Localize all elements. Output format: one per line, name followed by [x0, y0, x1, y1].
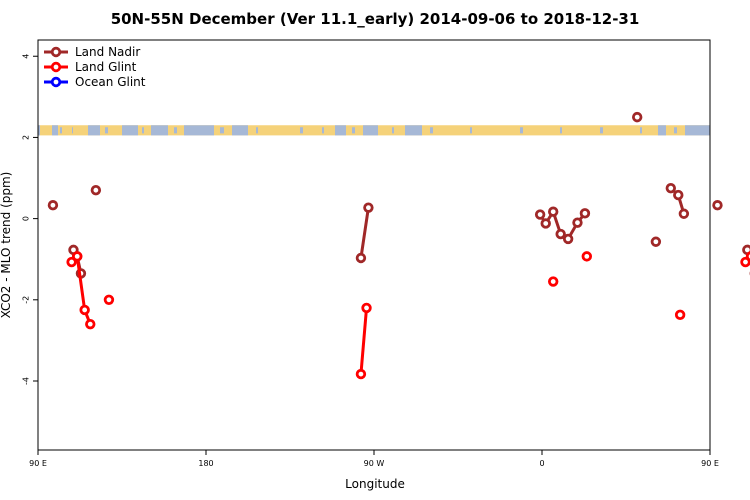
- plot-frame: [37, 39, 711, 451]
- data-point: [678, 208, 690, 219]
- data-point: [71, 251, 83, 262]
- data-point: [581, 251, 592, 262]
- data-point: [79, 304, 90, 316]
- ocean-strip: [184, 125, 214, 136]
- x-axis-label: Longitude: [345, 477, 405, 491]
- ocean-inlet: [142, 127, 144, 134]
- land-ocean-band: [38, 125, 710, 136]
- data-point: [579, 208, 591, 219]
- data-point: [555, 228, 566, 240]
- data-point: [534, 209, 546, 220]
- x-tick-label: 0: [539, 459, 544, 468]
- data-point: [361, 302, 372, 314]
- ocean-inlet: [600, 127, 603, 134]
- legend-swatch-point: [50, 46, 62, 58]
- x-tick-label: 90 E: [29, 459, 47, 468]
- data-point: [562, 233, 574, 245]
- chart-title: 50N-55N December (Ver 11.1_early) 2014-0…: [111, 10, 640, 28]
- ocean-inlet: [105, 127, 108, 134]
- ocean-strip: [151, 125, 168, 136]
- series-layer: [47, 111, 750, 380]
- x-tick-label: 180: [198, 459, 213, 468]
- data-point: [548, 276, 559, 287]
- series-0: [47, 111, 750, 279]
- ocean-inlet: [300, 127, 303, 134]
- data-point: [66, 256, 77, 268]
- data-point: [363, 202, 374, 213]
- data-point: [745, 251, 750, 262]
- ocean-inlet: [560, 127, 562, 134]
- series-line: [359, 307, 369, 375]
- ocean-inlet: [352, 127, 355, 134]
- data-point: [740, 256, 750, 268]
- data-point: [355, 252, 367, 264]
- ocean-inlet: [430, 127, 433, 134]
- data-point: [90, 184, 102, 196]
- data-point: [665, 182, 676, 194]
- legend-entry: Land Glint: [75, 60, 137, 74]
- data-point: [572, 217, 583, 228]
- ocean-inlet: [220, 127, 224, 134]
- ocean-inlet: [674, 127, 677, 134]
- legend-swatch-point: [50, 76, 62, 88]
- data-point: [103, 294, 115, 306]
- data-point: [650, 236, 662, 247]
- ocean-inlet: [322, 127, 324, 134]
- x-axis: 90 E 180 90 W 0 90 E: [29, 450, 719, 468]
- ocean-strip: [405, 125, 422, 136]
- ocean-inlet: [392, 127, 394, 134]
- data-point: [674, 309, 686, 321]
- x-tick-label: 90 E: [701, 459, 719, 468]
- y-tick-label: -4: [22, 377, 31, 385]
- ocean-strip: [685, 125, 710, 136]
- y-tick-label: 2: [22, 135, 31, 140]
- data-point: [673, 189, 684, 201]
- ocean-strip: [232, 125, 248, 136]
- ocean-inlet: [72, 127, 73, 134]
- y-tick-label: 0: [22, 216, 31, 221]
- ocean-strip: [122, 125, 138, 136]
- data-point: [548, 206, 559, 217]
- ocean-strip: [88, 125, 100, 136]
- ocean-strip: [52, 125, 58, 136]
- legend-swatch-point: [50, 61, 62, 73]
- x-tick-label: 90 W: [364, 459, 385, 468]
- ocean-inlet: [640, 127, 642, 134]
- data-point: [632, 111, 643, 123]
- ocean-strip: [658, 125, 666, 136]
- y-tick-label: -2: [22, 296, 31, 304]
- ocean-strip: [38, 125, 40, 136]
- ocean-inlet: [174, 127, 177, 134]
- ocean-strip: [363, 125, 378, 136]
- data-point: [540, 218, 551, 229]
- y-axis: -4 -2 0 2 4: [22, 54, 38, 385]
- ocean-inlet: [60, 127, 62, 134]
- legend-entry: Land Nadir: [75, 45, 140, 59]
- data-point: [355, 368, 367, 380]
- ocean-strip: [335, 125, 346, 136]
- data-point: [712, 200, 723, 211]
- legend-entry: Ocean Glint: [75, 75, 146, 89]
- y-tick-label: 4: [22, 54, 31, 59]
- data-point: [85, 318, 96, 330]
- ocean-inlet: [470, 127, 472, 134]
- data-point: [47, 200, 59, 211]
- y-axis-label: XCO2 - MLO trend (ppm): [0, 172, 13, 319]
- series-line: [359, 207, 370, 259]
- ocean-inlet: [256, 127, 258, 134]
- series-1: [66, 251, 750, 380]
- ocean-inlet: [520, 127, 523, 134]
